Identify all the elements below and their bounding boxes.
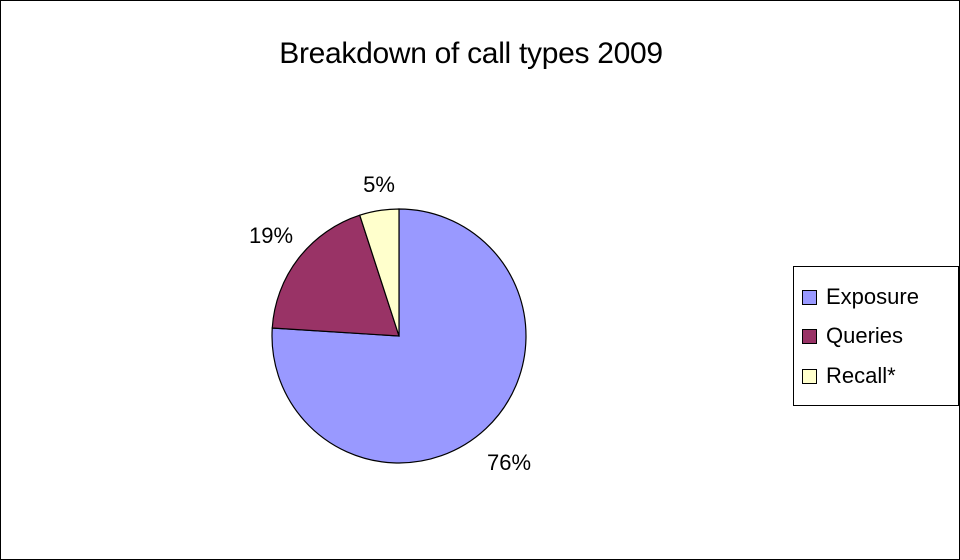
pie-slice-exposure	[271, 208, 527, 464]
legend-label-recall: Recall*	[826, 363, 896, 388]
legend-swatch-queries	[802, 328, 817, 344]
legend-label-exposure: Exposure	[826, 284, 919, 309]
pie-slice-recall	[358, 208, 400, 337]
legend: Exposure Queries Recall*	[793, 266, 959, 406]
legend-item-recall: Recall*	[802, 361, 896, 391]
legend-swatch-exposure	[802, 289, 817, 305]
legend-label-queries: Queries	[826, 323, 904, 348]
data-label-exposure: 76%	[487, 450, 531, 475]
legend-item-queries: Queries	[802, 321, 903, 351]
data-label-recall: 5%	[363, 172, 395, 197]
legend-item-exposure: Exposure	[802, 282, 919, 312]
pie-slice-queries	[271, 214, 400, 337]
legend-swatch-recall	[802, 368, 817, 384]
chart-title: Breakdown of call types 2009	[279, 37, 663, 70]
data-label-queries: 19%	[249, 223, 293, 248]
